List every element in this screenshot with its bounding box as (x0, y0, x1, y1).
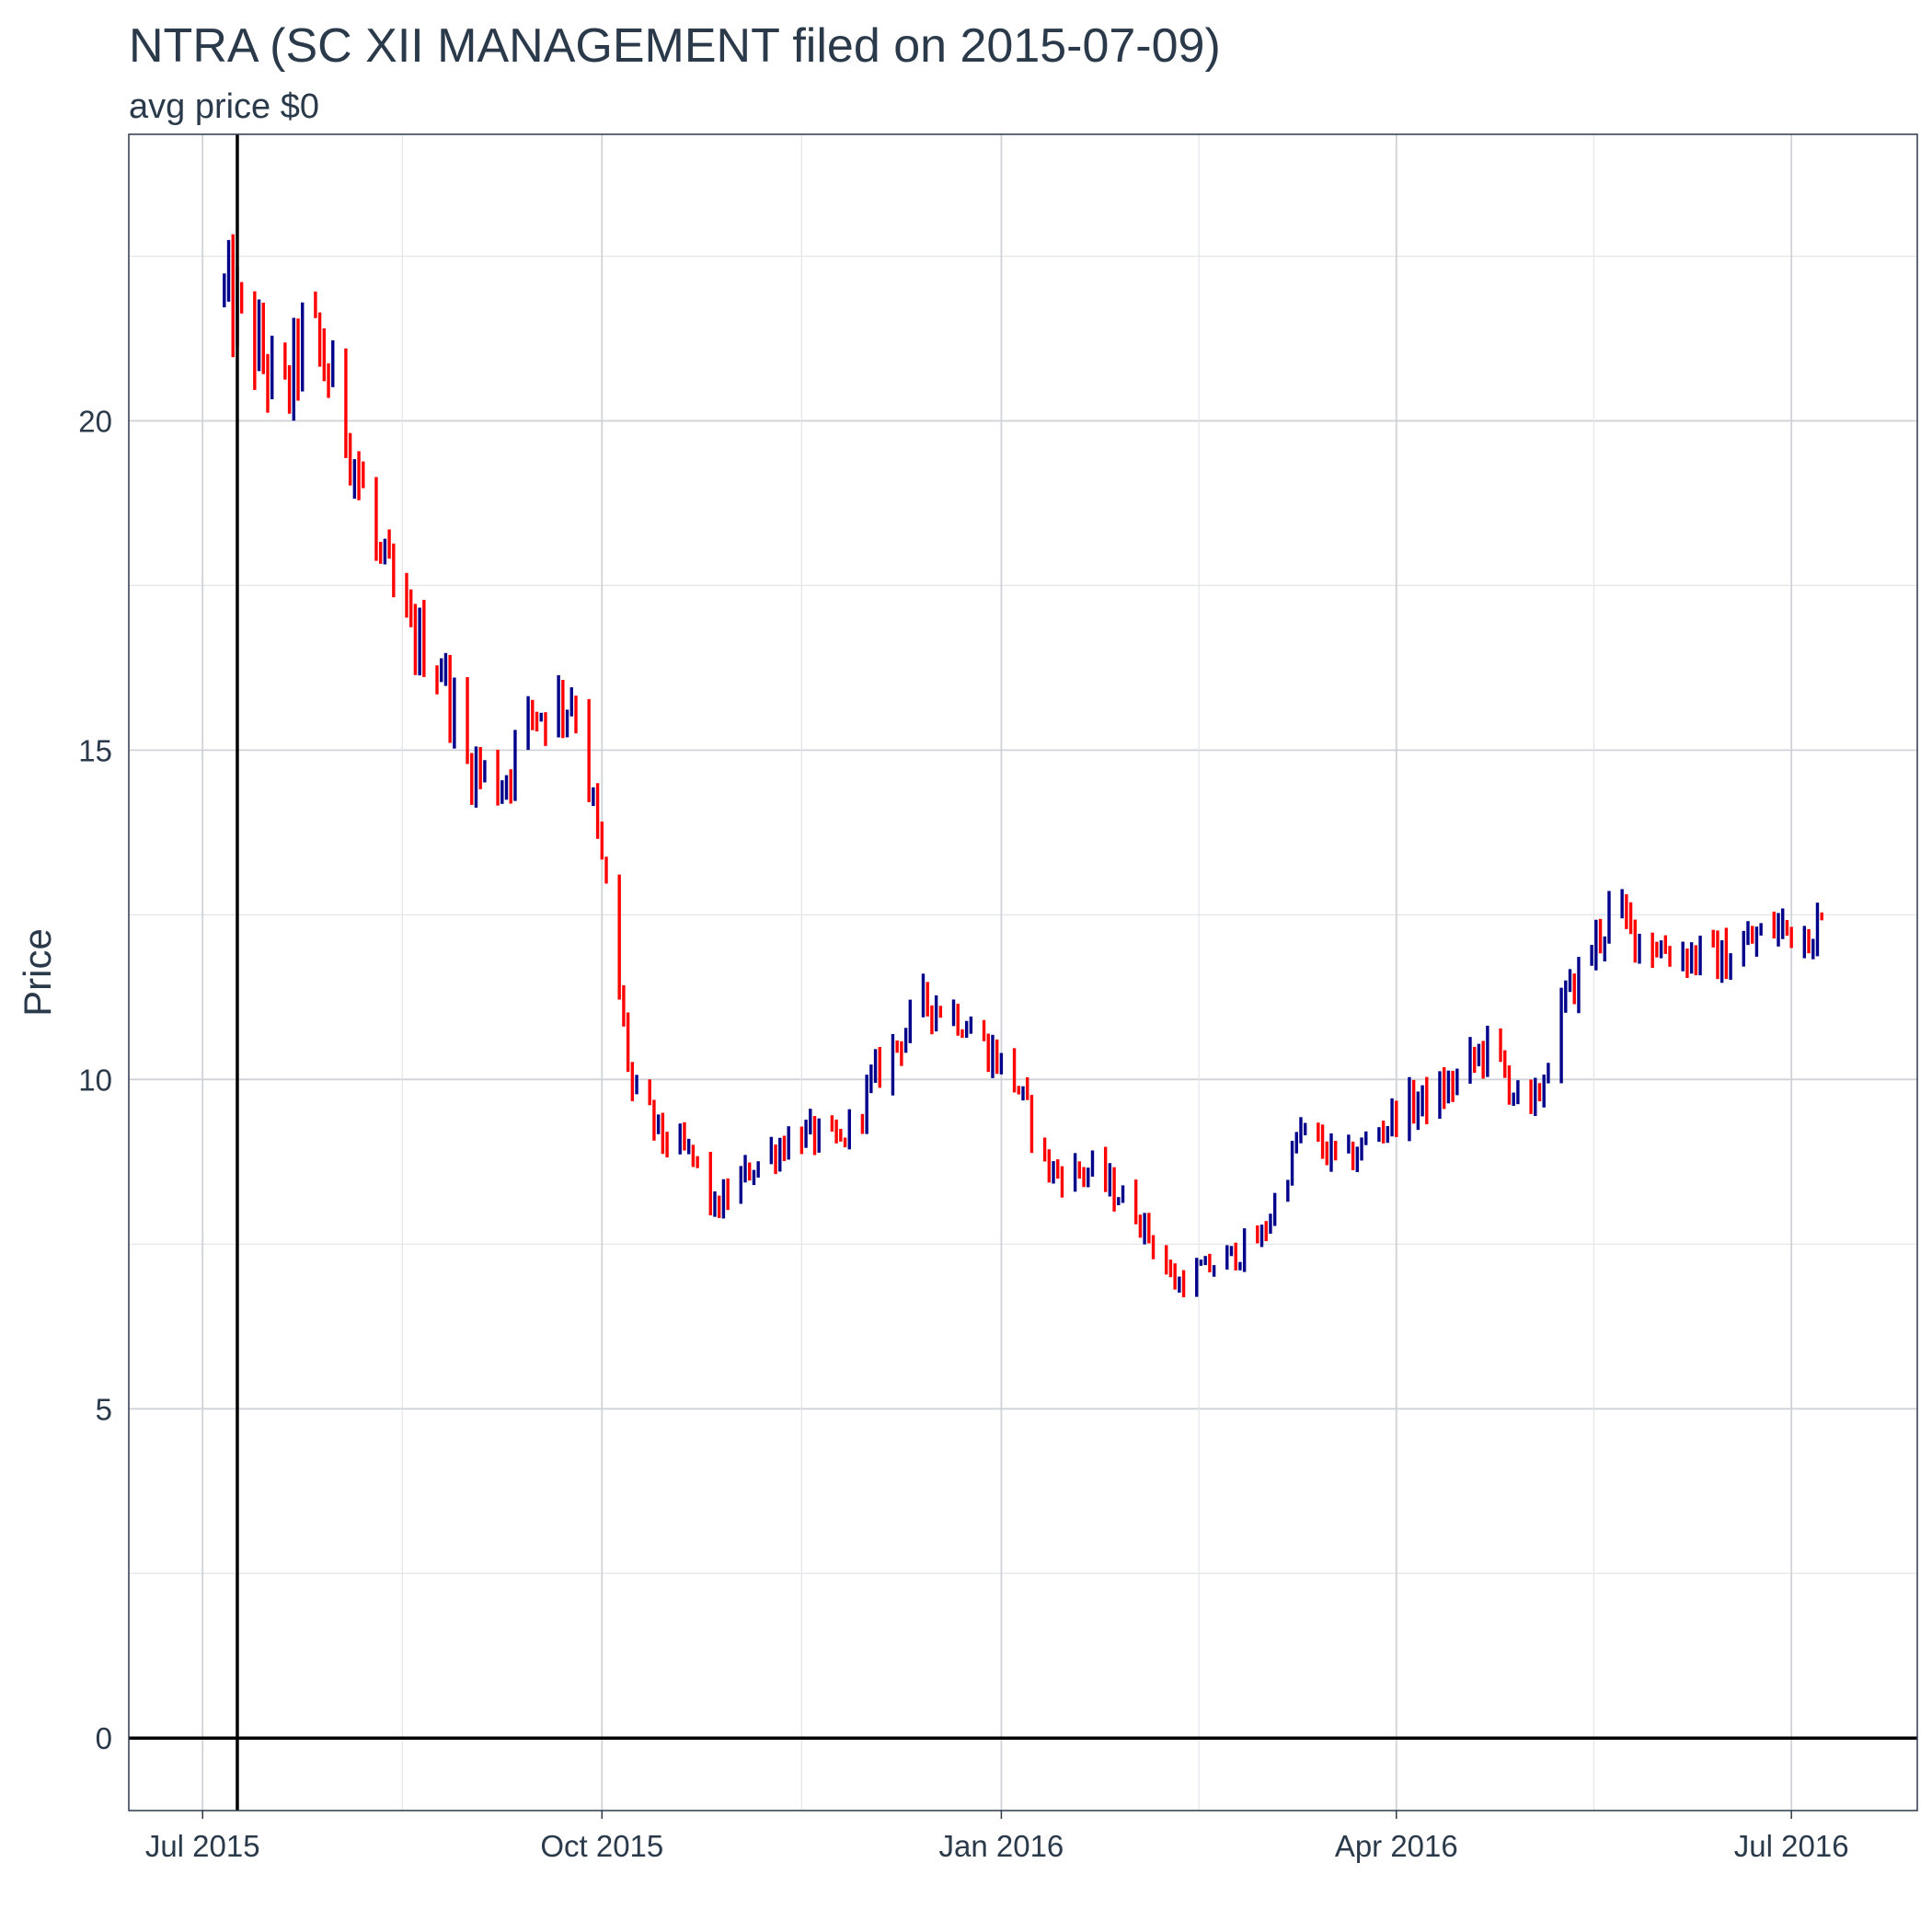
x-tick-label: Oct 2015 (540, 1829, 663, 1863)
y-tick-label: 5 (96, 1392, 112, 1426)
x-tick-label: Apr 2016 (1335, 1829, 1458, 1863)
x-axis-ticks: Jul 2015 Oct 2015 Jan 2016 Apr 2016 Jul 2016 (145, 1811, 1849, 1863)
y-tick-label: 0 (96, 1721, 112, 1755)
reference-lines (129, 134, 1917, 1811)
y-tick-label: 20 (78, 404, 112, 438)
y-axis-ticks: 0 5 10 15 20 (78, 404, 112, 1755)
y-tick-label: 15 (78, 733, 112, 767)
x-tick-label: Jan 2016 (939, 1829, 1064, 1863)
plot-panel-border (128, 133, 1918, 1811)
chart-subtitle: avg price $0 (129, 87, 319, 126)
y-tick-label: 10 (78, 1063, 112, 1097)
x-tick-label: Jul 2016 (1734, 1829, 1849, 1863)
y-axis-title: Price (16, 928, 59, 1017)
x-tick-label: Jul 2015 (145, 1829, 260, 1863)
plot-panel-background (129, 134, 1917, 1811)
chart-title: NTRA (SC XII MANAGEMENT filed on 2015-07… (129, 19, 1221, 73)
